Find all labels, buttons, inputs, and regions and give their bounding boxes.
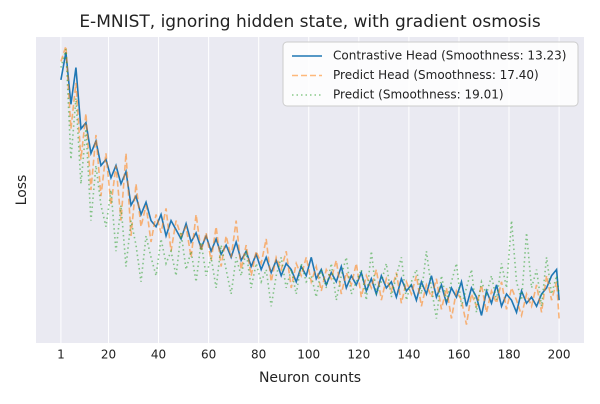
x-tick-label: 40 <box>151 348 166 362</box>
legend-label: Predict Head (Smoothness: 17.40) <box>333 68 539 82</box>
x-tick-label: 180 <box>498 348 521 362</box>
x-tick-label: 1 <box>57 348 65 362</box>
legend-label: Contrastive Head (Smoothness: 13.23) <box>333 49 566 63</box>
x-tick-label: 60 <box>201 348 216 362</box>
lines <box>60 45 560 325</box>
x-tick-label: 160 <box>448 348 471 362</box>
x-tick-label: 140 <box>397 348 420 362</box>
x-tick-label: 100 <box>297 348 320 362</box>
series-line <box>60 52 560 316</box>
x-tick-label: 200 <box>548 348 571 362</box>
series-line <box>60 45 560 325</box>
y-axis-label: Loss <box>14 175 30 206</box>
x-tick-label: 120 <box>347 348 370 362</box>
x-tick-label: 80 <box>251 348 266 362</box>
chart-title: E-MNIST, ignoring hidden state, with gra… <box>79 12 541 32</box>
x-axis-label: Neuron counts <box>259 370 361 386</box>
legend-box <box>282 41 579 107</box>
legend-label: Predict (Smoothness: 19.01) <box>333 88 504 102</box>
x-tick-label: 20 <box>101 348 116 362</box>
legend: Contrastive Head (Smoothness: 13.23) Pred… <box>282 41 579 107</box>
